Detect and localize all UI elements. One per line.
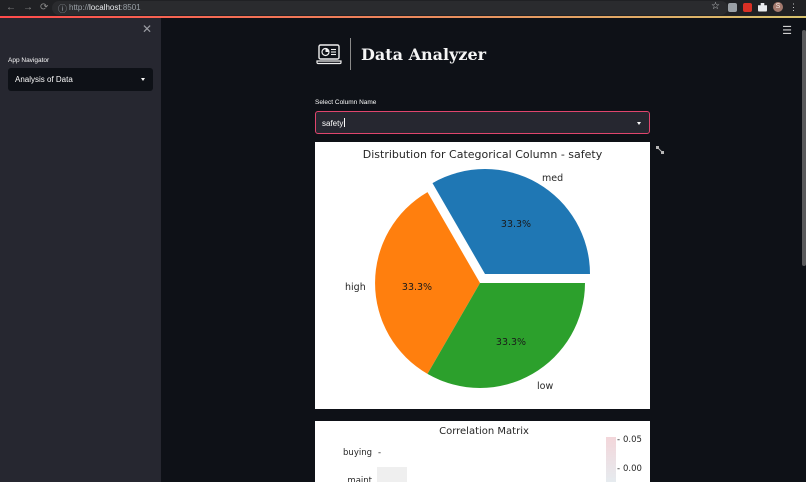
- colorbar-tick-mark: -: [617, 435, 620, 445]
- scrollbar[interactable]: [802, 30, 806, 266]
- close-icon[interactable]: ✕: [141, 22, 152, 36]
- pie-label-high: high: [345, 282, 366, 293]
- column-select-value[interactable]: safety: [322, 119, 344, 128]
- url-host: localhost: [89, 3, 121, 12]
- colorbar-tick-mark: -: [617, 464, 620, 474]
- pie-chart-figure: Distribution for Categorical Column - sa…: [315, 142, 650, 409]
- chevron-down-icon: [141, 78, 145, 81]
- heatmap-ytick-mark: -: [378, 448, 381, 458]
- url-text[interactable]: http://localhost:8501: [69, 3, 141, 12]
- laptop-chart-icon: [316, 44, 342, 65]
- heatmap-colorbar: [606, 437, 616, 482]
- pie-chart-title: Distribution for Categorical Column - sa…: [363, 148, 603, 161]
- info-icon[interactable]: ⓘ: [58, 4, 68, 14]
- column-select-label: Select Column Name: [315, 99, 377, 106]
- navigator-select[interactable]: Analysis of Data: [8, 68, 153, 91]
- hamburger-menu-icon[interactable]: ☰: [782, 25, 792, 37]
- column-select[interactable]: safety: [315, 111, 650, 134]
- address-bar[interactable]: ⓘ http://localhost:8501 ☆: [52, 1, 728, 15]
- sidebar: ✕ App Navigator Analysis of Data: [0, 18, 161, 482]
- puzzle-extensions-icon[interactable]: [758, 2, 767, 12]
- page-header: Data Analyzer: [316, 38, 486, 70]
- reload-button[interactable]: ⟳: [40, 2, 49, 13]
- pie-slice-med: [432, 169, 590, 274]
- navigator-label: App Navigator: [8, 57, 50, 64]
- pie-slice-low: [427, 283, 585, 388]
- bookmark-star-icon[interactable]: ☆: [711, 1, 720, 12]
- header-divider: [350, 38, 351, 70]
- extension-icon[interactable]: [728, 2, 737, 12]
- heatmap-title: Correlation Matrix: [439, 426, 529, 437]
- chevron-down-icon: [637, 122, 641, 125]
- correlation-matrix-figure: Correlation Matrix buying - maint - - 0.…: [315, 421, 650, 482]
- heatmap-ytick-maint: maint: [347, 476, 372, 482]
- forward-button[interactable]: →: [23, 2, 33, 13]
- navigator-select-value: Analysis of Data: [15, 75, 73, 84]
- colorbar-tick-0: 0.05: [623, 435, 642, 445]
- pie-pct-med: 33.3%: [501, 219, 531, 230]
- app-decoration-bar: [0, 16, 806, 18]
- page-title: Data Analyzer: [361, 44, 487, 64]
- browser-menu-icon[interactable]: ⋮: [789, 2, 798, 12]
- browser-toolbar: ← → ⟳ ⓘ http://localhost:8501 ☆ S ⋮: [0, 0, 806, 16]
- pie-pct-high: 33.3%: [402, 282, 432, 293]
- url-port: :8501: [120, 3, 141, 12]
- fullscreen-expand-icon[interactable]: [655, 145, 665, 155]
- pie-pct-low: 33.3%: [496, 337, 526, 348]
- main-content: ☰ Data Analyzer Select Column Name safet…: [161, 18, 806, 482]
- back-button[interactable]: ←: [6, 2, 16, 13]
- colorbar-tick-1: 0.00: [623, 464, 642, 474]
- url-scheme: http://: [69, 3, 90, 12]
- profile-avatar[interactable]: S: [773, 2, 783, 12]
- pie-slice-high: [375, 192, 480, 374]
- extension-icon[interactable]: [743, 2, 752, 12]
- heatmap-ytick-buying: buying: [343, 448, 372, 458]
- pie-label-med: med: [542, 173, 563, 184]
- heatmap-cell: [377, 467, 407, 482]
- pie-label-low: low: [537, 381, 553, 392]
